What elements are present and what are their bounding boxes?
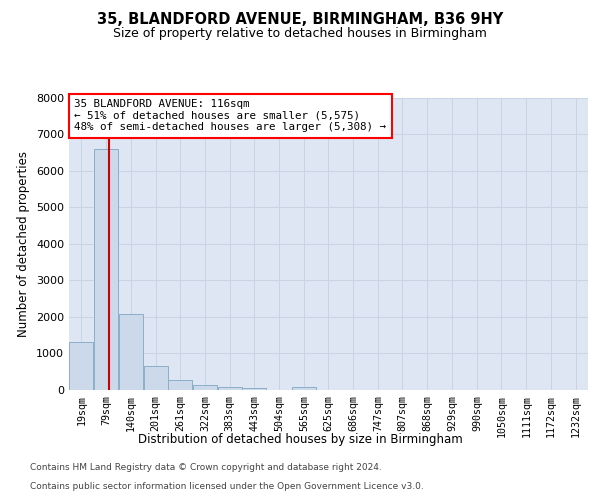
Text: Contains public sector information licensed under the Open Government Licence v3: Contains public sector information licen…: [30, 482, 424, 491]
Bar: [168, 380, 192, 390]
Bar: [218, 386, 242, 390]
Bar: [119, 314, 143, 390]
Bar: [94, 148, 118, 390]
Text: 35, BLANDFORD AVENUE, BIRMINGHAM, B36 9HY: 35, BLANDFORD AVENUE, BIRMINGHAM, B36 9H…: [97, 12, 503, 28]
Text: Distribution of detached houses by size in Birmingham: Distribution of detached houses by size …: [137, 432, 463, 446]
Bar: [193, 385, 217, 390]
Bar: [242, 388, 266, 390]
Text: 35 BLANDFORD AVENUE: 116sqm
← 51% of detached houses are smaller (5,575)
48% of : 35 BLANDFORD AVENUE: 116sqm ← 51% of det…: [74, 99, 386, 132]
Bar: [70, 342, 94, 390]
Bar: [292, 386, 316, 390]
Y-axis label: Number of detached properties: Number of detached properties: [17, 151, 31, 337]
Text: Size of property relative to detached houses in Birmingham: Size of property relative to detached ho…: [113, 28, 487, 40]
Text: Contains HM Land Registry data © Crown copyright and database right 2024.: Contains HM Land Registry data © Crown c…: [30, 464, 382, 472]
Bar: [143, 366, 167, 390]
